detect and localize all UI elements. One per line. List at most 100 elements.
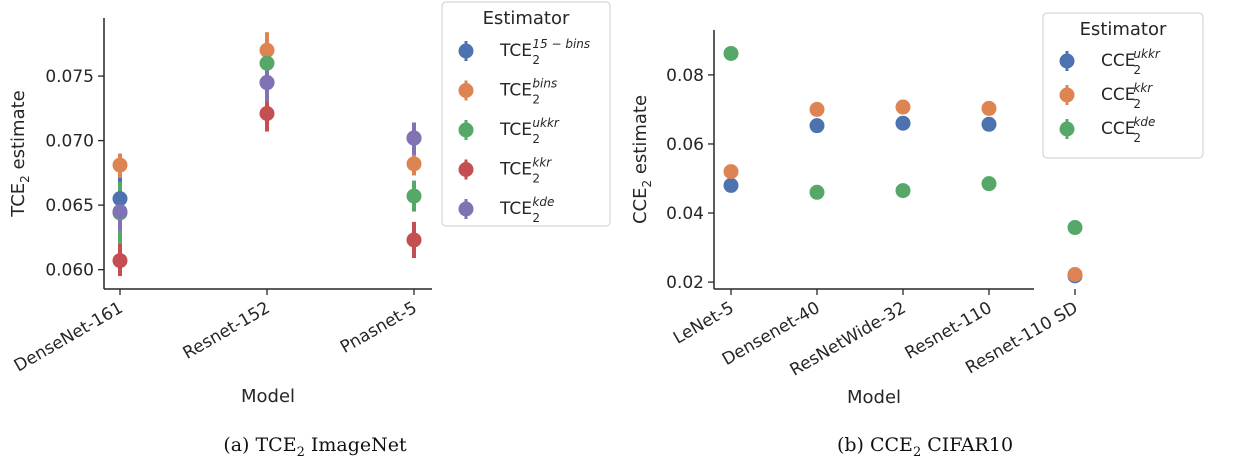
legend-entry-base: TCE — [499, 120, 532, 140]
legend-marker — [458, 201, 474, 217]
data-point — [259, 55, 275, 71]
data-point — [981, 176, 997, 192]
x-axis-label: Model — [241, 386, 295, 407]
legend-entry-label: TCE15 − bins 2 — [499, 37, 590, 67]
legend-entry-sub: 2 — [1133, 97, 1141, 111]
legend-entry-sup: kde — [532, 195, 554, 209]
caption-suffix: CIFAR10 — [921, 434, 1013, 456]
legend-entry-sup: kkr — [532, 156, 552, 170]
data-point — [723, 164, 739, 180]
legend-marker — [458, 83, 474, 98]
data-point — [809, 101, 825, 117]
caption-sub: 2 — [297, 445, 305, 460]
legend-marker — [1059, 53, 1075, 69]
data-point — [723, 45, 739, 61]
y-tick-label: 0.065 — [45, 196, 94, 216]
y-axis-label-base: TCE — [8, 183, 29, 218]
x-tick-label: DenseNet-161 — [11, 298, 127, 376]
legend-entry-sub: 2 — [532, 93, 540, 107]
legend-entry-sub: 2 — [532, 53, 540, 67]
x-tick-label: Pnasnet-5 — [337, 298, 420, 358]
legend-marker — [458, 122, 474, 138]
data-point — [112, 157, 128, 173]
data-point — [406, 188, 422, 204]
legend-title: Estimator — [1080, 19, 1167, 40]
legend-entry-sub: 2 — [1133, 63, 1141, 77]
legend-entry-sup: bins — [532, 77, 557, 91]
caption-b: (b) CCE2 CIFAR10 — [837, 434, 1013, 460]
data-point — [259, 75, 275, 91]
caption-sub: 2 — [913, 445, 921, 460]
legend-marker — [458, 43, 474, 59]
legend-entry-label: CCEkkr 2 — [1101, 81, 1153, 111]
legend-entry-sub: 2 — [532, 211, 540, 225]
data-point — [259, 105, 275, 121]
legend-entry-base: CCE — [1101, 119, 1135, 139]
data-point — [895, 115, 911, 131]
x-tick-label: Resnet-152 — [180, 298, 274, 364]
data-point — [112, 204, 128, 220]
y-axis-label-sub: 2 — [18, 175, 32, 183]
y-tick-label: 0.075 — [45, 67, 94, 87]
legend-entry-label: TCEkkr 2 — [499, 156, 552, 186]
legend-marker — [1059, 121, 1075, 137]
data-point — [406, 156, 422, 172]
data-point — [723, 177, 739, 193]
y-axis-label-base: CCE — [630, 188, 651, 225]
y-tick-label: 0.06 — [666, 135, 704, 155]
data-point — [1067, 220, 1083, 236]
legend-entry-base: TCE — [499, 199, 532, 219]
legend-marker — [1059, 87, 1075, 103]
caption-a: (a) TCE2 ImageNet — [223, 434, 407, 460]
data-point — [112, 253, 128, 269]
chart-tce-imagenet: 0.060 0.065 0.070 0.075 DenseNet-161 Resnet-1… — [8, 1, 611, 407]
legend-entry-sup: ukkr — [1133, 47, 1161, 61]
legend-entry-base: TCE — [499, 160, 532, 180]
legend-title: Estimator — [483, 8, 570, 29]
data-point — [895, 99, 911, 115]
data-point — [809, 184, 825, 200]
caption-prefix: (a) TCE — [223, 434, 296, 456]
y-tick-label: 0.02 — [666, 273, 704, 293]
chart-cce-cifar10: 0.020.040.060.08LeNet-5Densenet-40ResNet… — [630, 12, 1204, 408]
y-axis-label: TCE2 estimate — [8, 90, 32, 217]
y-tick-label: 0.08 — [666, 66, 704, 86]
legend-entry-sub: 2 — [1133, 131, 1141, 145]
caption-prefix: (b) CCE — [837, 434, 913, 456]
y-tick-label: 0.060 — [45, 261, 94, 281]
y-axis-label: CCE2 estimate — [630, 95, 654, 224]
legend-entry-base: TCE — [499, 41, 532, 61]
x-tick-label: LeNet-5 — [670, 298, 738, 349]
legend-entry-sup: kkr — [1133, 81, 1153, 95]
data-point — [895, 183, 911, 199]
legend-frame — [1042, 12, 1204, 159]
data-point — [259, 42, 275, 58]
caption-suffix: ImageNet — [305, 434, 407, 456]
data-point — [1067, 266, 1083, 282]
data-point — [112, 191, 128, 207]
y-axis-label-sub: 2 — [640, 180, 654, 188]
data-point — [406, 130, 422, 146]
legend-entry-label: CCEkde 2 — [1101, 115, 1155, 145]
legend-marker — [458, 162, 474, 177]
legend-entry-label: TCEbins 2 — [499, 77, 557, 107]
y-tick-label: 0.04 — [666, 204, 704, 224]
y-tick-label: 0.070 — [45, 132, 94, 152]
data-point — [981, 116, 997, 132]
legend-entry-base: CCE — [1101, 85, 1135, 105]
y-axis-label-suffix: estimate — [8, 90, 29, 175]
legend-entry-label: TCEkde 2 — [499, 195, 554, 225]
legend-entry-label: TCEukkr 2 — [499, 116, 560, 146]
legend-entry-sup: kde — [1133, 115, 1155, 129]
data-point — [406, 232, 422, 248]
legend-entry-sub: 2 — [532, 132, 540, 146]
legend-entry-sup: ukkr — [532, 116, 560, 130]
x-axis-label: Model — [847, 387, 901, 408]
legend-entry-label: CCEukkr 2 — [1101, 47, 1161, 77]
y-axis-label-suffix: estimate — [630, 95, 651, 180]
legend-entry-sup: 15 − bins — [532, 37, 590, 51]
legend-entry-sub: 2 — [532, 172, 540, 186]
legend-frame — [441, 1, 611, 227]
